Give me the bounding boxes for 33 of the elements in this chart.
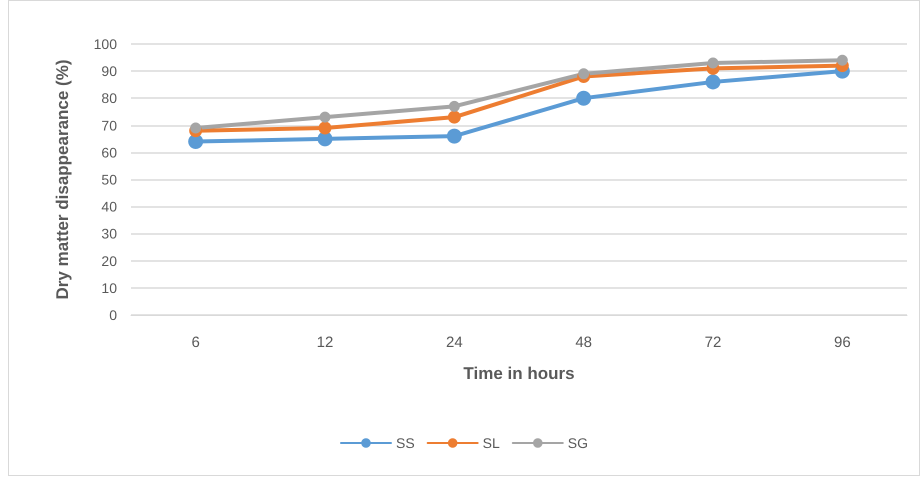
y-tick-label: 10 (101, 280, 118, 296)
y-tick-label: 0 (109, 307, 118, 323)
point (578, 68, 590, 80)
point (706, 74, 720, 90)
y-tick-label: 60 (101, 144, 118, 160)
y-tick-label: 40 (101, 198, 118, 215)
x-tick-label: 12 (316, 334, 334, 351)
y-tick-label: 80 (101, 90, 118, 106)
y-tick-label: 50 (101, 172, 118, 188)
x-tick-label: 24 (446, 334, 463, 351)
x-axis-title: Time in hours (463, 364, 575, 383)
point (448, 100, 460, 112)
legend-label: SG (568, 435, 588, 451)
point (190, 122, 202, 134)
point (576, 90, 592, 106)
y-tick-label: 20 (101, 252, 118, 269)
x-tick-label: 48 (575, 334, 592, 351)
point (318, 122, 332, 135)
point (446, 128, 462, 144)
point (708, 57, 718, 68)
y-tick-label: 100 (94, 36, 118, 52)
x-tick-label: 72 (704, 334, 722, 351)
y-tick-label: 30 (101, 226, 118, 242)
y-tick-label: 90 (101, 63, 118, 80)
legend-label: SS (396, 435, 415, 451)
x-tick-label: 6 (191, 334, 200, 351)
point (836, 54, 848, 66)
point (448, 110, 461, 124)
legend-label: SL (482, 435, 500, 451)
y-axis-title: Dry matter disappearance (%) (53, 60, 72, 300)
x-tick-label: 96 (834, 334, 851, 351)
point (320, 112, 330, 123)
y-tick-label: 70 (101, 117, 118, 134)
